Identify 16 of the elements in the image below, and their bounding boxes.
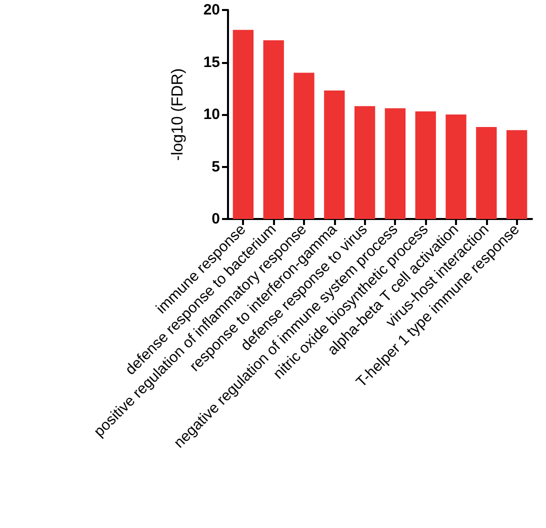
y-tick-label: 0 [212, 210, 220, 228]
y-axis-title: -log10 (FDR) [170, 68, 186, 161]
bar [354, 106, 376, 219]
bar [415, 111, 436, 219]
bar [506, 130, 528, 219]
bar [263, 40, 284, 219]
y-tick-label: 15 [203, 54, 220, 71]
y-tick-label: 5 [212, 158, 220, 176]
bar [476, 127, 497, 219]
bar [384, 108, 406, 219]
bar [446, 114, 466, 219]
bar [232, 30, 254, 219]
bar [324, 90, 345, 219]
y-tick-label: 20 [203, 2, 220, 18]
y-tick-label: 10 [203, 106, 220, 123]
bar [294, 72, 314, 219]
